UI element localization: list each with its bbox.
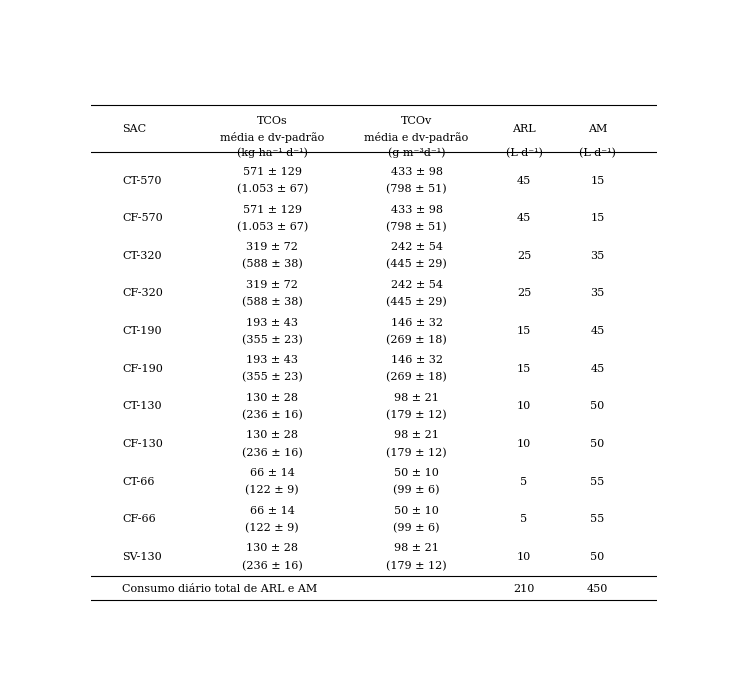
Text: (236 ± 16): (236 ± 16)	[242, 410, 303, 420]
Text: (122 ± 9): (122 ± 9)	[245, 485, 299, 496]
Text: 15: 15	[591, 213, 604, 223]
Text: 50: 50	[591, 439, 604, 449]
Text: 193 ± 43: 193 ± 43	[246, 355, 299, 365]
Text: 130 ± 28: 130 ± 28	[246, 392, 299, 403]
Text: 146 ± 32: 146 ± 32	[391, 355, 442, 365]
Text: 98 ± 21: 98 ± 21	[394, 392, 439, 403]
Text: CF-190: CF-190	[123, 364, 164, 373]
Text: (588 ± 38): (588 ± 38)	[242, 259, 303, 270]
Text: (445 ± 29): (445 ± 29)	[386, 297, 447, 308]
Text: 98 ± 21: 98 ± 21	[394, 430, 439, 441]
Text: (179 ± 12): (179 ± 12)	[386, 447, 447, 458]
Text: AM: AM	[588, 124, 607, 134]
Text: (269 ± 18): (269 ± 18)	[386, 372, 447, 382]
Text: (588 ± 38): (588 ± 38)	[242, 297, 303, 308]
Text: 130 ± 28: 130 ± 28	[246, 430, 299, 441]
Text: Consumo diário total de ARL e AM: Consumo diário total de ARL e AM	[123, 584, 318, 593]
Text: 35: 35	[591, 289, 604, 299]
Text: 55: 55	[591, 477, 604, 487]
Text: (1.053 ± 67): (1.053 ± 67)	[237, 221, 308, 232]
Text: (179 ± 12): (179 ± 12)	[386, 560, 447, 571]
Text: 98 ± 21: 98 ± 21	[394, 543, 439, 553]
Text: CF-320: CF-320	[123, 289, 164, 299]
Text: 450: 450	[587, 584, 608, 593]
Text: 242 ± 54: 242 ± 54	[391, 242, 442, 252]
Text: (236 ± 16): (236 ± 16)	[242, 560, 303, 571]
Text: média e dv-padrão: média e dv-padrão	[220, 132, 324, 143]
Text: 66 ± 14: 66 ± 14	[250, 468, 295, 478]
Text: 10: 10	[517, 552, 531, 562]
Text: 15: 15	[591, 176, 604, 185]
Text: TCOs: TCOs	[257, 115, 288, 126]
Text: CF-570: CF-570	[123, 213, 163, 223]
Text: 5: 5	[520, 515, 528, 524]
Text: (122 ± 9): (122 ± 9)	[245, 523, 299, 533]
Text: CT-320: CT-320	[123, 251, 162, 261]
Text: 25: 25	[517, 251, 531, 261]
Text: CF-130: CF-130	[123, 439, 164, 449]
Text: 50: 50	[591, 401, 604, 411]
Text: (355 ± 23): (355 ± 23)	[242, 335, 303, 345]
Text: 571 ± 129: 571 ± 129	[243, 167, 301, 177]
Text: 66 ± 14: 66 ± 14	[250, 506, 295, 516]
Text: 10: 10	[517, 439, 531, 449]
Text: TCOv: TCOv	[401, 115, 432, 126]
Text: CT-66: CT-66	[123, 477, 155, 487]
Text: (L d⁻¹): (L d⁻¹)	[506, 148, 542, 158]
Text: 25: 25	[517, 289, 531, 299]
Text: 55: 55	[591, 515, 604, 524]
Text: 146 ± 32: 146 ± 32	[391, 318, 442, 327]
Text: (798 ± 51): (798 ± 51)	[386, 184, 447, 194]
Text: 15: 15	[517, 326, 531, 336]
Text: 433 ± 98: 433 ± 98	[391, 204, 442, 215]
Text: CT-190: CT-190	[123, 326, 162, 336]
Text: (99 ± 6): (99 ± 6)	[393, 523, 439, 533]
Text: 193 ± 43: 193 ± 43	[246, 318, 299, 327]
Text: (L d⁻¹): (L d⁻¹)	[579, 148, 616, 158]
Text: 50: 50	[591, 552, 604, 562]
Text: (269 ± 18): (269 ± 18)	[386, 335, 447, 345]
Text: 45: 45	[517, 176, 531, 185]
Text: 45: 45	[517, 213, 531, 223]
Text: (179 ± 12): (179 ± 12)	[386, 410, 447, 420]
Text: 5: 5	[520, 477, 528, 487]
Text: média e dv-padrão: média e dv-padrão	[364, 132, 469, 143]
Text: 242 ± 54: 242 ± 54	[391, 280, 442, 290]
Text: 210: 210	[513, 584, 535, 593]
Text: ARL: ARL	[512, 124, 536, 134]
Text: CT-130: CT-130	[123, 401, 162, 411]
Text: 319 ± 72: 319 ± 72	[246, 242, 299, 252]
Text: (g m⁻³d⁻¹): (g m⁻³d⁻¹)	[388, 148, 445, 158]
Text: 433 ± 98: 433 ± 98	[391, 167, 442, 177]
Text: 45: 45	[591, 364, 604, 373]
Text: 45: 45	[591, 326, 604, 336]
Text: (kg ha⁻¹ d⁻¹): (kg ha⁻¹ d⁻¹)	[237, 148, 308, 158]
Text: 50 ± 10: 50 ± 10	[394, 506, 439, 516]
Text: 319 ± 72: 319 ± 72	[246, 280, 299, 290]
Text: SV-130: SV-130	[123, 552, 162, 562]
Text: (99 ± 6): (99 ± 6)	[393, 485, 439, 496]
Text: CF-66: CF-66	[123, 515, 156, 524]
Text: (355 ± 23): (355 ± 23)	[242, 372, 303, 382]
Text: 10: 10	[517, 401, 531, 411]
Text: 15: 15	[517, 364, 531, 373]
Text: 571 ± 129: 571 ± 129	[243, 204, 301, 215]
Text: 130 ± 28: 130 ± 28	[246, 543, 299, 553]
Text: 35: 35	[591, 251, 604, 261]
Text: 50 ± 10: 50 ± 10	[394, 468, 439, 478]
Text: (1.053 ± 67): (1.053 ± 67)	[237, 184, 308, 194]
Text: SAC: SAC	[123, 124, 147, 134]
Text: CT-570: CT-570	[123, 176, 162, 185]
Text: (798 ± 51): (798 ± 51)	[386, 221, 447, 232]
Text: (445 ± 29): (445 ± 29)	[386, 259, 447, 270]
Text: (236 ± 16): (236 ± 16)	[242, 447, 303, 458]
